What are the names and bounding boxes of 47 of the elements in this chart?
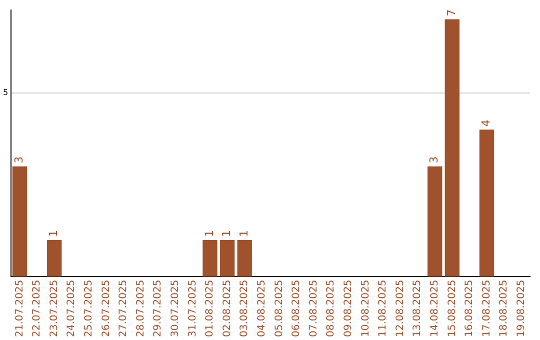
x-tick-label: 08.08.2025 [326,280,337,338]
data-label: 3 [12,156,26,164]
bar [444,19,460,277]
bar [428,166,442,277]
x-tick-label: 19.08.2025 [516,280,527,338]
x-tick-label: 30.07.2025 [170,280,182,338]
x-tick-label: 25.07.2025 [84,280,95,338]
x-tick-label: 29.07.2025 [152,280,164,338]
x-tick-label: 06.08.2025 [291,280,302,338]
bar [237,240,252,277]
x-tick-label: 26.07.2025 [100,280,112,338]
x-tick-label: 04.08.2025 [256,280,268,338]
x-tick-label: 14.08.2025 [429,280,440,338]
x-tick-label: 07.08.2025 [308,280,320,338]
x-tick-label: 21.07.2025 [14,280,26,338]
bar [479,130,494,277]
data-label: 4 [480,120,493,127]
x-tick-label: 28.07.2025 [135,280,146,338]
bar [46,240,62,277]
data-label: 1 [220,230,234,237]
x-tick-label: 24.07.2025 [66,280,78,338]
x-tick-label: 13.08.2025 [412,280,424,338]
x-tick-label: 27.07.2025 [118,280,130,338]
x-tick-label: 01.08.2025 [204,280,216,338]
x-tick-label: 16.08.2025 [464,280,476,338]
x-tick-label: 03.08.2025 [239,280,250,338]
x-tick-label: 12.08.2025 [394,280,406,338]
bar [202,240,218,277]
data-label: 1 [202,230,216,237]
x-tick-label: 05.08.2025 [274,280,285,338]
data-label: 1 [237,230,250,237]
x-tick-label: 11.08.2025 [378,280,389,338]
x-tick-label: 23.07.2025 [48,280,60,338]
x-tick-label: 18.08.2025 [498,280,510,338]
x-tick-label: 09.08.2025 [342,280,354,338]
x-tick-label: 31.07.2025 [187,280,198,338]
x-tick-label: 02.08.2025 [222,280,233,338]
data-label: 3 [428,156,441,164]
bar [220,240,235,277]
x-tick-label: 15.08.2025 [446,280,458,338]
x-tick-label: 22.07.2025 [32,280,43,338]
x-tick-label: 10.08.2025 [360,280,372,338]
data-label: 7 [445,9,458,16]
x-tick-label: 17.08.2025 [481,280,492,338]
data-label: 1 [47,230,60,237]
bar [12,166,28,277]
y-tick-label: 5 [2,88,8,97]
